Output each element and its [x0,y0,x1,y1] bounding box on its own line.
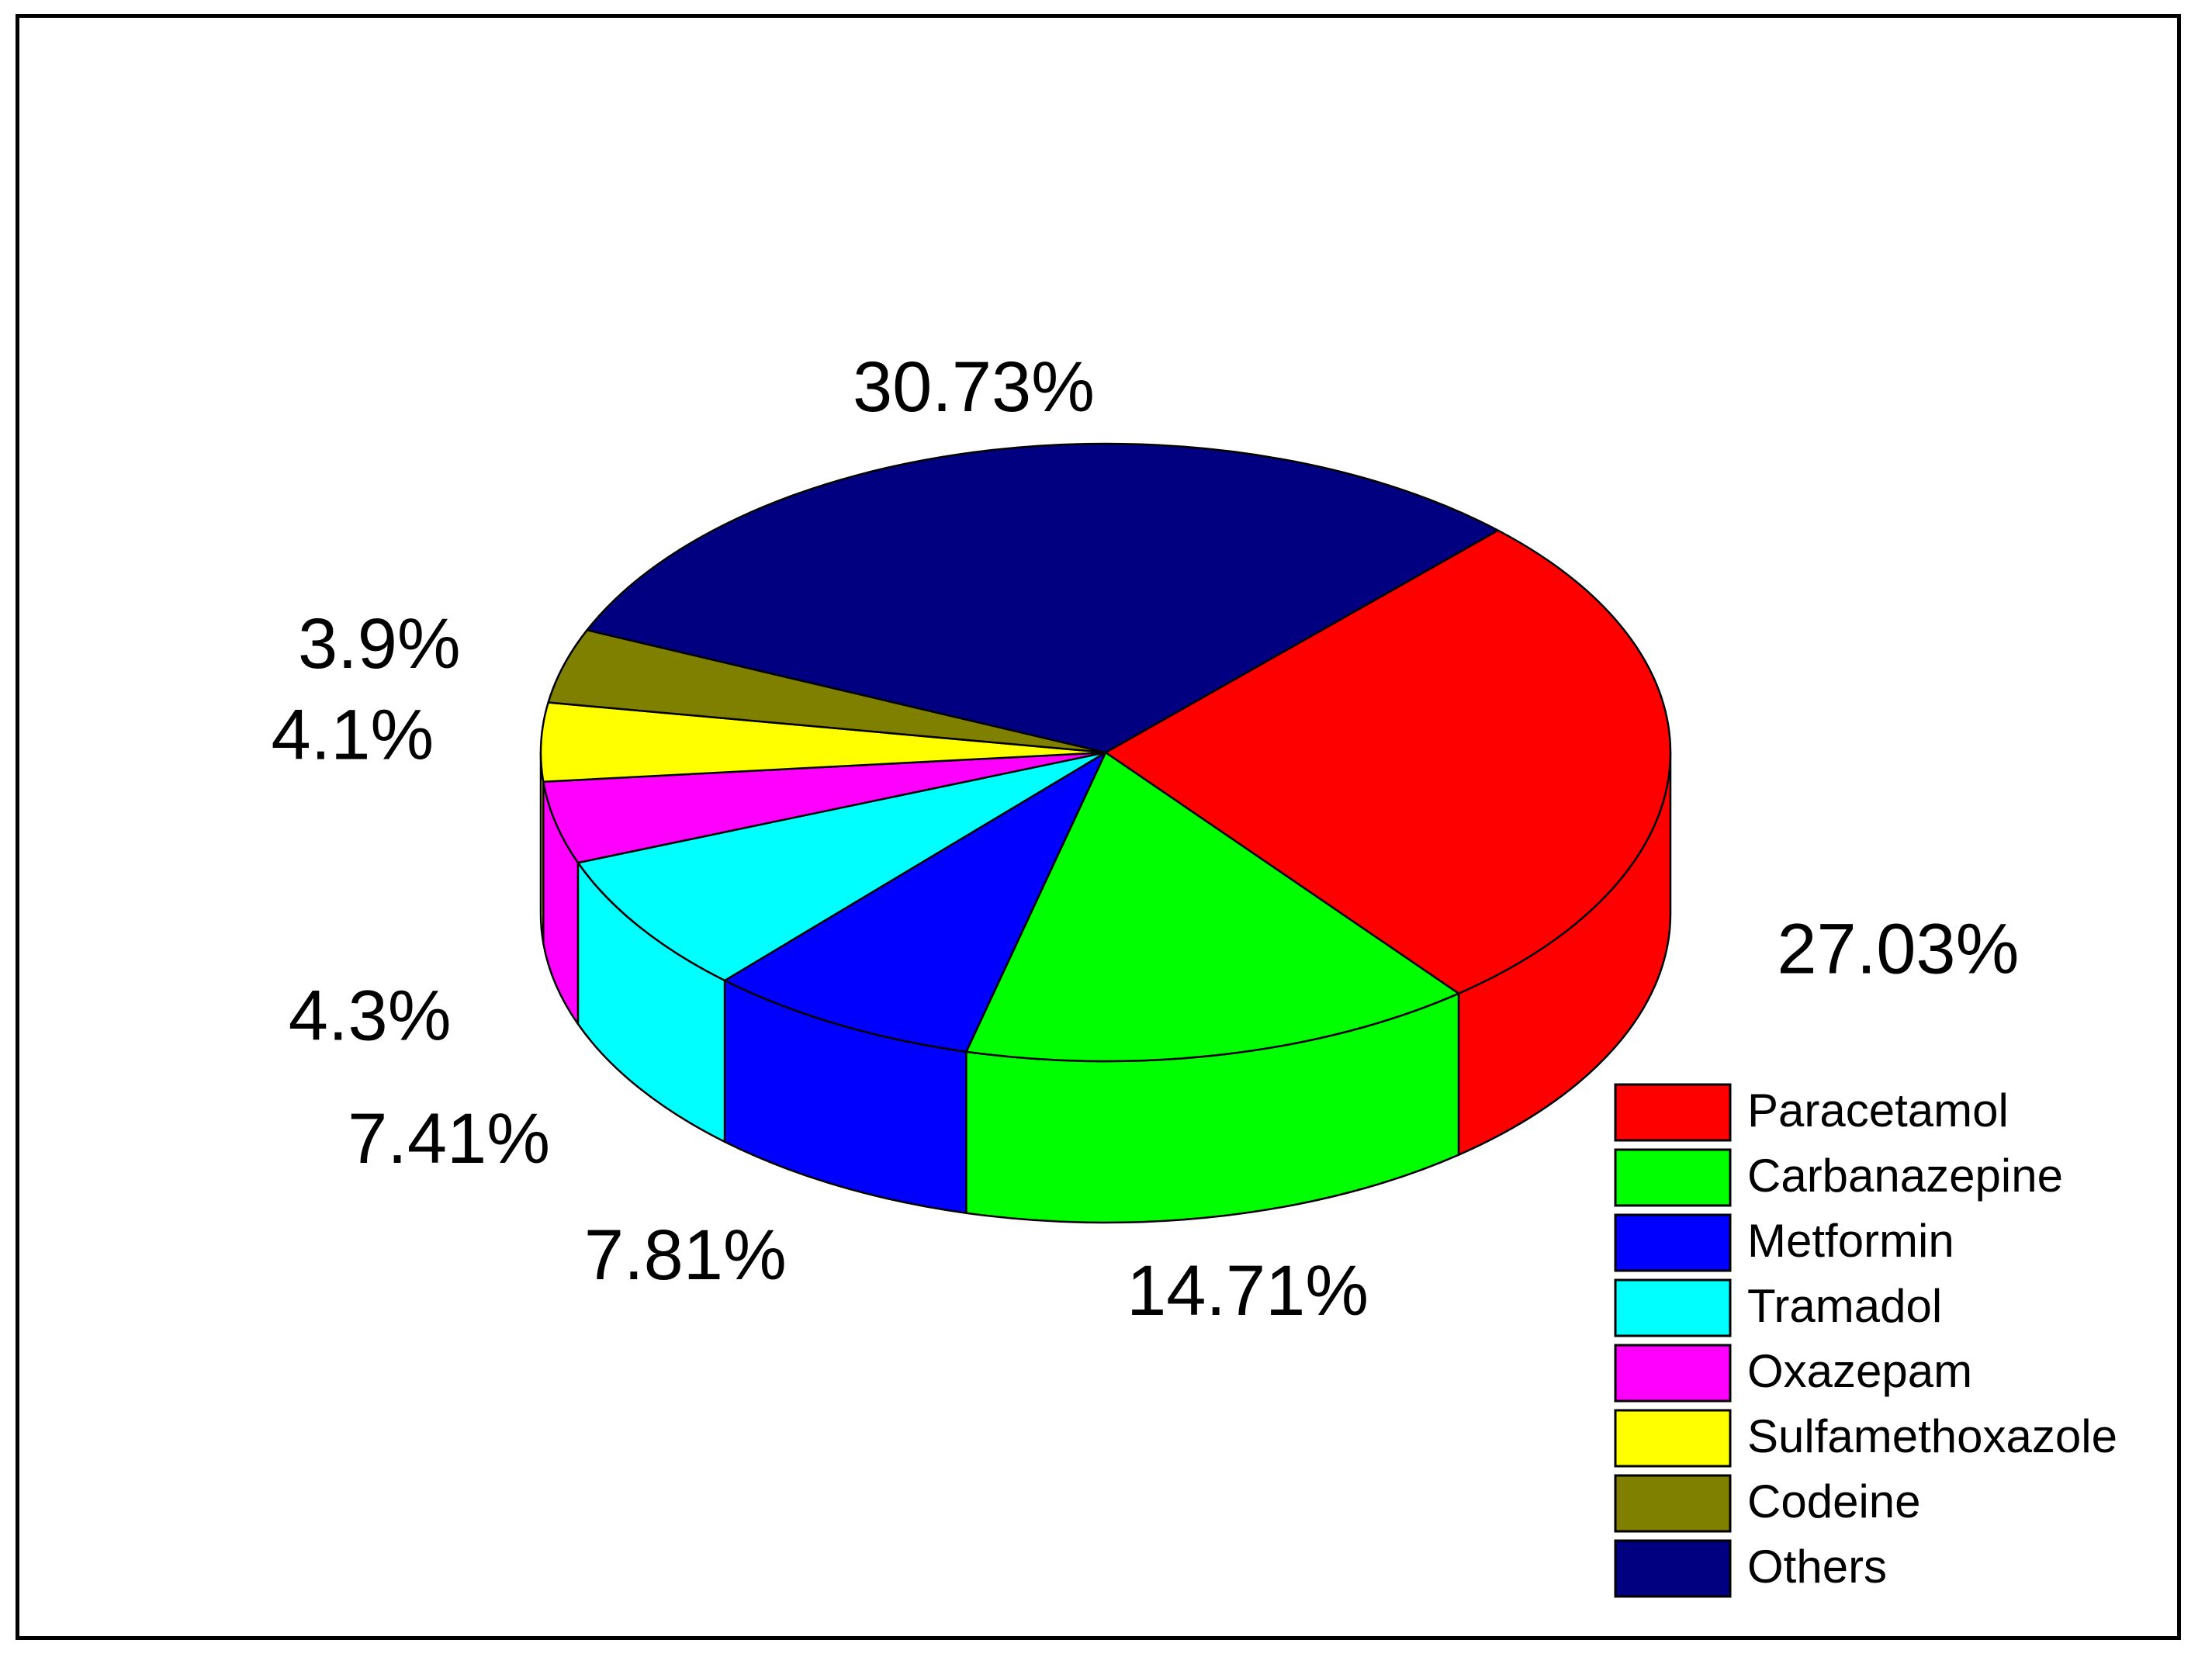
slice-labels: 27.03% 14.71% 7.81% 7.41% 4.3% 4.1% 3.9% 30.73% [271,348,2019,1330]
legend-swatch-metformin [1614,1213,1732,1272]
slice-label-others: 30.73% [853,348,1095,427]
slice-metformin [723,751,1107,1053]
legend-label-others: Others [1747,1541,1887,1593]
slice-paracetamol [1104,529,1672,995]
slice-sulfamethoxazole [539,701,1107,783]
legend-swatch-oxazepam [1614,1344,1732,1403]
legend-label-paracetamol: Paracetamol [1747,1084,2009,1136]
slice-label-metformin: 7.81% [584,1216,787,1295]
legend-label-carbanazepine: Carbanazepine [1747,1150,2063,1202]
legend-label-sulfamethoxazole: Sulfamethoxazole [1747,1410,2117,1462]
slice-label-sulfamethoxazole: 4.1% [271,695,434,774]
slice-label-codeine: 3.9% [298,604,461,683]
slice-label-oxazepam: 4.3% [289,976,452,1055]
legend-label-codeine: Codeine [1747,1475,1921,1527]
slice-tramadol [576,751,1107,982]
pie-tops [539,442,1672,1063]
legend-label-metformin: Metformin [1747,1215,1954,1267]
legend-label-oxazepam: Oxazepam [1747,1345,1972,1397]
slice-label-tramadol: 7.41% [348,1099,550,1178]
legend-swatch-paracetamol [1614,1083,1732,1142]
legend-swatch-tramadol [1614,1278,1732,1337]
legend: Paracetamol Carbanazepine Metformin Tramado… [1614,1083,2117,1598]
slice-label-carbanazepine: 14.71% [1127,1251,1369,1330]
slice-others [586,442,1499,754]
legend-swatch-others [1614,1539,1732,1598]
legend-swatch-codeine [1614,1474,1732,1533]
slice-label-paracetamol: 27.03% [1777,909,2019,988]
legend-label-tramadol: Tramadol [1747,1280,1942,1332]
legend-swatch-carbanazepine [1614,1148,1732,1207]
legend-swatch-sulfamethoxazole [1614,1409,1732,1468]
slice-carbanazepine [965,751,1460,1063]
slice-oxazepam [542,751,1107,864]
pie-sides [539,751,1672,1224]
